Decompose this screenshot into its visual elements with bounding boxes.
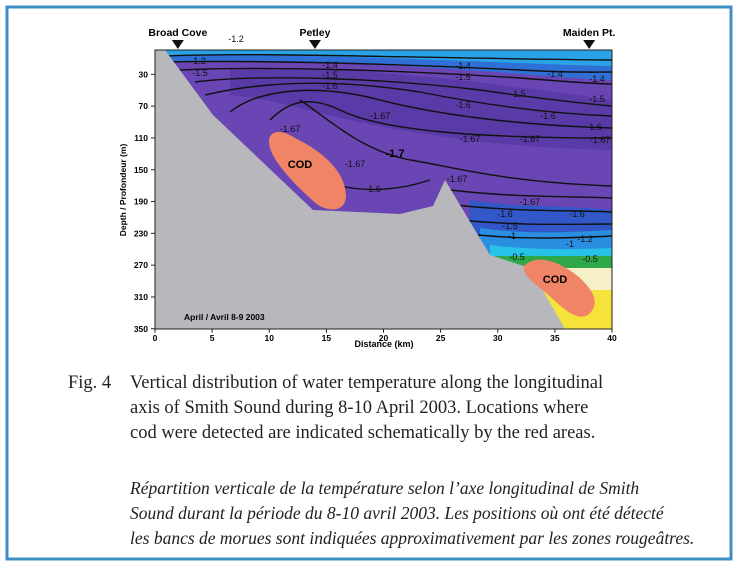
contour-label: -0.5 xyxy=(509,252,525,262)
y-tick-label: 150 xyxy=(134,165,148,175)
x-tick-label: 25 xyxy=(436,333,446,343)
contour-label: -1.67 xyxy=(447,174,468,184)
x-tick-label: 10 xyxy=(265,333,275,343)
y-tick-label: 310 xyxy=(134,292,148,302)
contour-label: -1.6 xyxy=(365,184,381,194)
caption-line: Vertical distribution of water temperatu… xyxy=(130,373,603,393)
contour-label: -1.4 xyxy=(455,61,471,71)
caption-line: cod were detected are indicated schemati… xyxy=(130,423,595,443)
x-tick-label: 35 xyxy=(550,333,560,343)
contour-label: -1.4 xyxy=(322,60,338,70)
cod-label: COD xyxy=(288,159,313,171)
contour-label: -1.7 xyxy=(386,148,405,160)
x-tick-label: 0 xyxy=(153,333,158,343)
caption-line: Répartition verticale de la température … xyxy=(129,478,639,498)
contour-label: -1 xyxy=(508,231,516,241)
station-label: Maiden Pt. xyxy=(563,27,616,39)
contour-label: -1.67 xyxy=(590,135,611,145)
cod-area xyxy=(269,132,346,210)
y-axis-label: Depth / Profondeur (m) xyxy=(118,144,128,237)
contour-label: -1.5 xyxy=(455,72,471,82)
x-tick-label: 40 xyxy=(607,333,617,343)
y-tick-label: 190 xyxy=(134,197,148,207)
contour-label: -1.2 xyxy=(190,56,206,66)
y-tick-label: 30 xyxy=(139,69,149,79)
contour-label: -1.5 xyxy=(192,68,208,78)
contour-label: -1.6 xyxy=(455,100,471,110)
contour-label: -1.67 xyxy=(520,197,541,207)
station-marker xyxy=(171,40,184,49)
y-tick-label: 70 xyxy=(139,101,149,111)
contour-label: -1.67 xyxy=(345,159,366,169)
period-label: April / Avril 8-9 2003 xyxy=(184,312,265,322)
contour-label: -1.2 xyxy=(228,34,244,44)
station-marker xyxy=(583,40,596,49)
y-tick-label: 230 xyxy=(134,228,148,238)
x-axis-label: Distance (km) xyxy=(354,339,413,349)
station-label: Broad Cove xyxy=(148,27,207,39)
contour-label: -1.67 xyxy=(370,111,391,121)
caption-line: axis of Smith Sound during 8-10 April 20… xyxy=(130,398,588,418)
contour-label: -1.6 xyxy=(540,111,556,121)
contour-label: -1.4 xyxy=(547,69,563,79)
contour-label: -1.5 xyxy=(510,89,526,99)
seabed xyxy=(155,50,565,329)
caption-line: Sound durant la période du 8-10 avril 20… xyxy=(130,503,665,523)
contour-label: -1.2 xyxy=(577,234,593,244)
y-tick-label: 270 xyxy=(134,260,148,270)
contour-label: -1.6 xyxy=(497,209,513,219)
contour-label: -1.5 xyxy=(322,70,338,80)
station-marker xyxy=(308,40,321,49)
y-tick-label: 350 xyxy=(134,324,148,334)
contour-label: -1.5 xyxy=(589,94,605,104)
x-tick-label: 15 xyxy=(322,333,332,343)
cod-label: COD xyxy=(543,274,568,286)
x-tick-label: 20 xyxy=(379,333,389,343)
contour-label: -0.5 xyxy=(582,254,598,264)
x-tick-label: 5 xyxy=(210,333,215,343)
contour-label: -1.6 xyxy=(322,81,338,91)
x-tick-label: 30 xyxy=(493,333,503,343)
contour-label: -1.67 xyxy=(460,134,481,144)
station-label: Petley xyxy=(299,27,330,39)
contour-label: -1.6 xyxy=(569,209,585,219)
contour-label: -1.4 xyxy=(589,74,605,84)
contour-label: -1 xyxy=(566,239,574,249)
contour-label: -1.67 xyxy=(280,124,301,134)
contour-label: -1.5 xyxy=(502,221,518,231)
contour-label: -1.67 xyxy=(520,134,541,144)
cod-area xyxy=(523,259,595,317)
caption-line: les bancs de morues sont indiquées appro… xyxy=(130,528,694,548)
y-tick-label: 110 xyxy=(134,133,148,143)
contour-label: -1.6 xyxy=(586,122,602,132)
figure-number: Fig. 4 xyxy=(68,373,111,393)
